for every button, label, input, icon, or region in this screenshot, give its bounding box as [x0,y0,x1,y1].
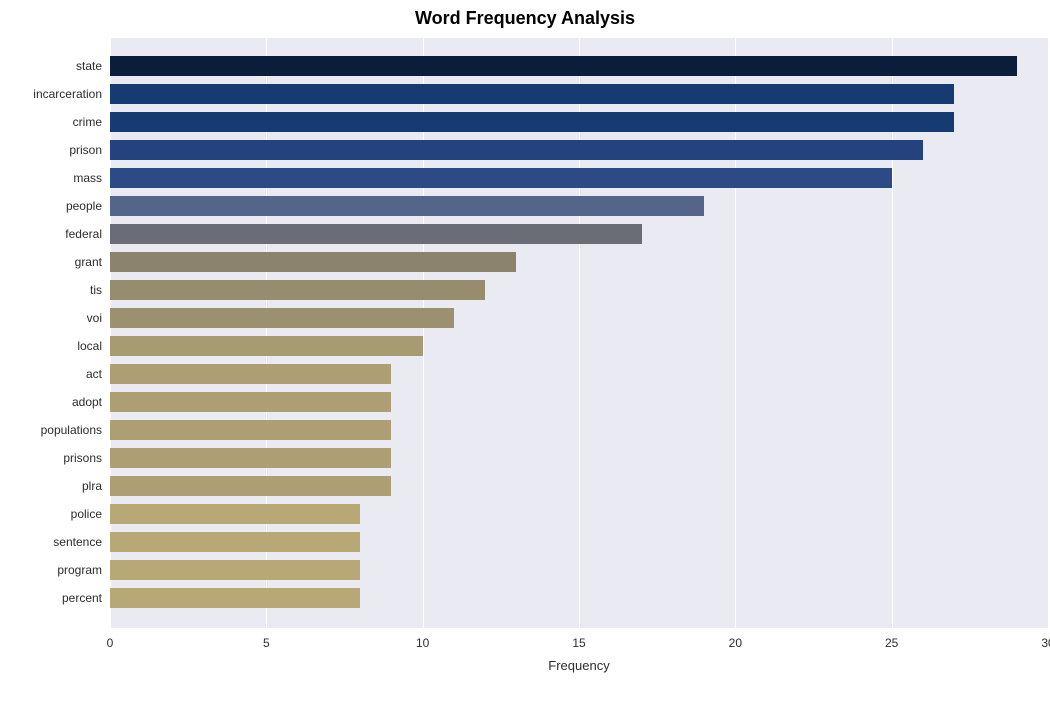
bar [110,84,954,104]
y-tick-label: plra [0,479,102,493]
y-tick-label: people [0,199,102,213]
y-tick-label: local [0,339,102,353]
y-tick-label: act [0,367,102,381]
bar [110,112,954,132]
y-tick-label: mass [0,171,102,185]
bar [110,588,360,608]
bar [110,56,1017,76]
y-tick-label: grant [0,255,102,269]
chart-title: Word Frequency Analysis [0,8,1050,29]
gridline [1048,38,1049,628]
y-tick-label: tis [0,283,102,297]
x-axis-title: Frequency [110,658,1048,673]
y-tick-label: police [0,507,102,521]
bar [110,308,454,328]
y-tick-label: voi [0,311,102,325]
plot-area [110,38,1048,628]
x-tick-label: 20 [715,636,755,650]
y-tick-label: incarceration [0,87,102,101]
y-tick-label: sentence [0,535,102,549]
bar [110,560,360,580]
bar [110,252,516,272]
bar [110,532,360,552]
bar [110,224,642,244]
y-tick-label: program [0,563,102,577]
bar [110,196,704,216]
bar [110,476,391,496]
x-tick-label: 5 [246,636,286,650]
word-frequency-chart: Word Frequency Analysis Frequency 0 5 10 15… [0,0,1050,701]
y-tick-label: federal [0,227,102,241]
bar [110,336,423,356]
bar [110,420,391,440]
y-tick-label: prisons [0,451,102,465]
bar [110,448,391,468]
x-tick-label: 0 [90,636,130,650]
y-tick-label: adopt [0,395,102,409]
bar [110,140,923,160]
x-tick-label: 10 [403,636,443,650]
bar [110,364,391,384]
y-tick-label: prison [0,143,102,157]
x-tick-label: 30 [1028,636,1050,650]
y-tick-label: crime [0,115,102,129]
bar [110,168,892,188]
y-tick-label: state [0,59,102,73]
y-tick-label: populations [0,423,102,437]
bar [110,280,485,300]
bar [110,392,391,412]
x-tick-label: 15 [559,636,599,650]
bar [110,504,360,524]
y-tick-label: percent [0,591,102,605]
x-tick-label: 25 [872,636,912,650]
